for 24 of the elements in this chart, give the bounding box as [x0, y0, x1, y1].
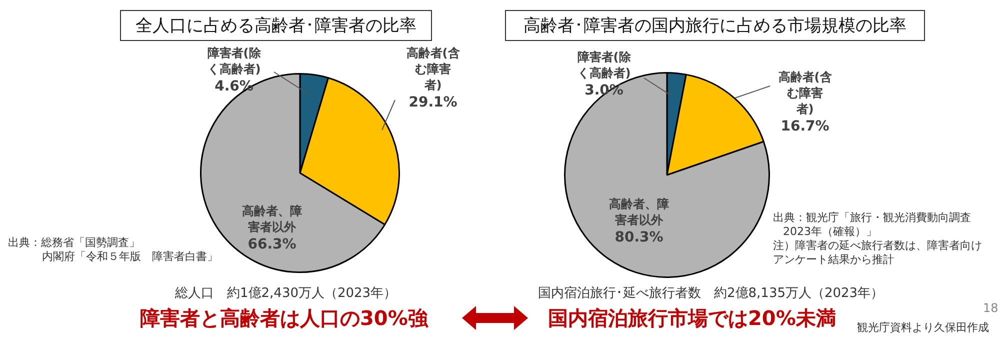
data-label: 16.7% — [780, 118, 830, 135]
text: 2023年（確報）」 — [783, 225, 877, 239]
text: 18 — [983, 301, 998, 316]
text: 国内宿泊旅行市場では20%未満 — [548, 306, 836, 331]
slice-label: 障害者(除く高齢者) — [577, 50, 632, 80]
data-label: 80.3% — [614, 230, 664, 246]
slice-label: 高齢者(含む障害者) — [406, 46, 460, 92]
text: 総人口 約1億2,430万人（2023年） — [175, 286, 397, 302]
text: 注）障害者の延べ旅行者数は、障害者向けアンケート結果から推計 — [773, 239, 983, 266]
slice-label: 高齢者(含む障害者) — [778, 70, 832, 116]
text: 内閣府「令和５年版 障害者白書」 — [42, 250, 218, 264]
chart-title: 高齢者･障害者の国内旅行に占める市場規模の比率 — [505, 10, 925, 41]
text: 観光庁資料より久保田作成 — [857, 321, 989, 335]
data-label: 4.6% — [214, 78, 254, 95]
source-note: 出典：観光庁「旅行・観光消費動向調査 — [773, 211, 971, 225]
data-label: 66.3% — [248, 236, 296, 253]
slice-label: 障害者(除く高齢者) — [207, 46, 262, 76]
text: 国内宿泊旅行･延べ旅行者数 約2億8,135万人（2023年） — [538, 286, 884, 302]
slice-label: 高齢者、障害者以外 — [609, 197, 669, 228]
data-label: 29.1% — [408, 94, 458, 111]
chart-title: 全人口に占める高齢者･障害者の比率 — [120, 10, 432, 41]
source-note: 出典：総務省「国勢調査」 — [8, 236, 140, 250]
text: 障害者と高齢者は人口の30%強 — [140, 306, 428, 331]
slice-label: 高齢者、障害者以外 — [242, 204, 302, 234]
